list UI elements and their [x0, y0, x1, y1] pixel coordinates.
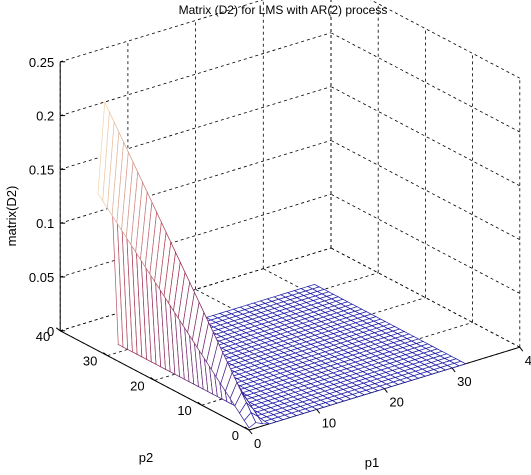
surface-cell: [243, 411, 257, 429]
z-tick-label: 0.15: [29, 162, 54, 177]
grid-line-left-horizontal: [60, 193, 332, 278]
y-tick: [55, 327, 61, 332]
grid-line-left-horizontal: [60, 32, 332, 116]
y-axis-label: p2: [139, 450, 153, 465]
x-tick-label: 10: [322, 415, 336, 430]
z-tick-label: 0.05: [29, 270, 54, 285]
y-tick-label: 0: [232, 428, 239, 443]
x-tick-label: 40: [525, 353, 531, 368]
y-tick: [103, 352, 108, 357]
chart-title: Matrix (D2) for LMS with AR(2) process: [179, 3, 388, 17]
y-tick: [150, 376, 155, 381]
x-tick-label: 20: [389, 395, 403, 410]
z-tick-label: 0.25: [29, 55, 54, 70]
z-tick-label: 0.2: [36, 109, 54, 124]
x-tick: [316, 408, 321, 414]
y-tick-label: 10: [177, 403, 191, 418]
grid-line-left-horizontal: [60, 140, 332, 224]
x-tick: [519, 346, 524, 352]
x-tick-label: 30: [457, 374, 471, 389]
x-tick: [383, 388, 388, 393]
grid-line-left-horizontal: [60, 86, 332, 170]
y-tick: [197, 401, 203, 406]
y-tick-label: 40: [36, 329, 50, 344]
mesh-layer: [97, 100, 467, 429]
y-tick-label: 20: [130, 378, 144, 393]
y-tick: [244, 426, 250, 431]
grid-line-floor: [60, 247, 332, 332]
tick-layer: 00.050.10.150.20.25010203040010203040: [29, 55, 531, 451]
x-tick: [451, 367, 456, 373]
z-tick-label: 0.1: [36, 216, 54, 231]
x-axis-label: p1: [365, 455, 379, 470]
x-tick-label: 0: [254, 436, 261, 451]
x-tick: [248, 429, 253, 435]
z-axis-label: matrix(D2): [4, 186, 19, 247]
grid-line-floor: [154, 297, 426, 381]
z-tick-label: 0: [47, 324, 54, 339]
y-tick-label: 30: [83, 354, 97, 369]
grid-line-floor: [201, 322, 473, 406]
grid-line-floor: [107, 272, 379, 356]
